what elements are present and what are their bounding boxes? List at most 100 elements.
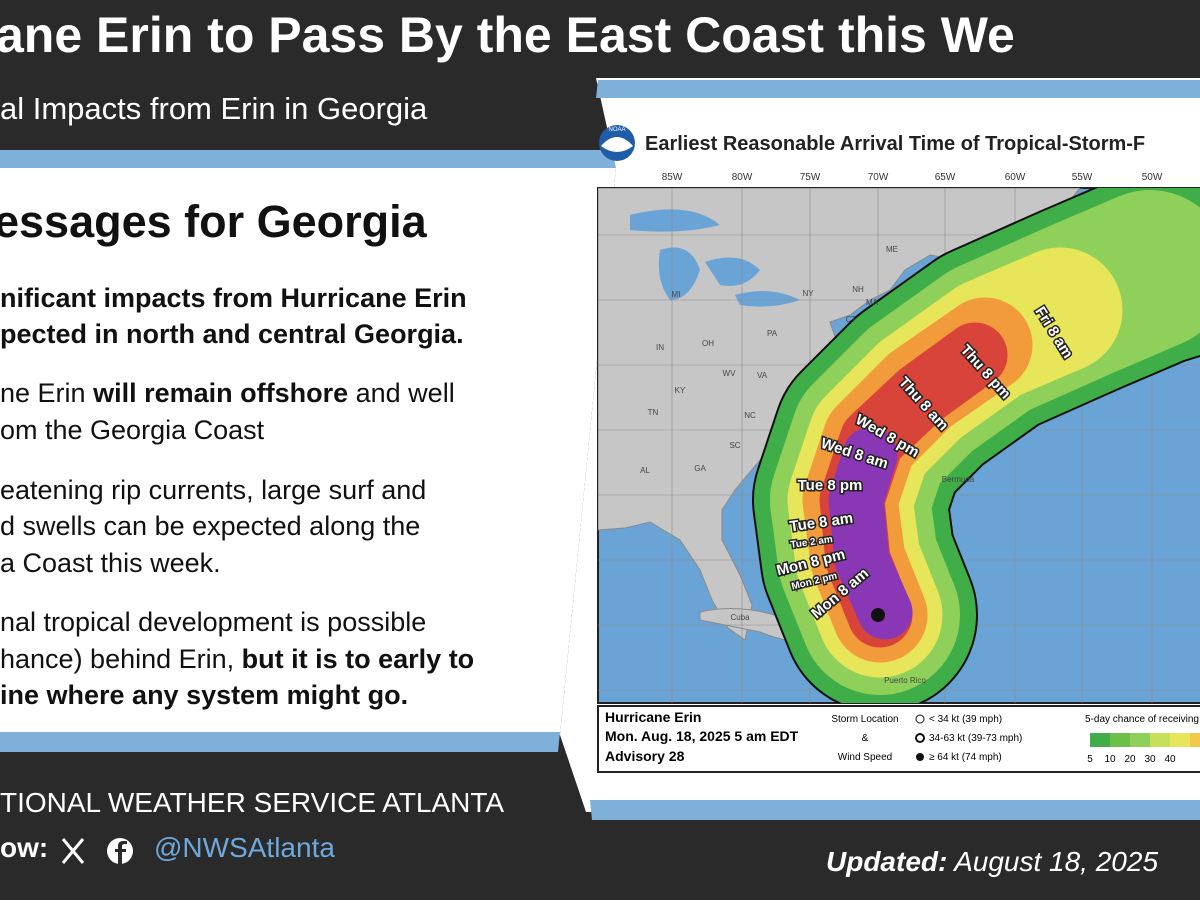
key-title: Storm Location — [831, 714, 898, 725]
message-line: pected in north and central Georgia. — [0, 319, 464, 350]
message-text: ne Erin — [0, 378, 94, 408]
message-text: will remain offshore — [93, 378, 349, 408]
chance-swatch — [1130, 733, 1150, 747]
office: TIONAL WEATHER SERVICE ATLANTA — [0, 787, 505, 818]
chance-label: 5 — [1087, 754, 1093, 765]
arrival-time: Tue 8 pm — [798, 477, 863, 494]
lake — [630, 209, 720, 232]
stripe — [0, 150, 640, 168]
facebook-f — [115, 841, 127, 864]
storm-symbol — [871, 608, 885, 622]
place-label: MA — [866, 298, 879, 307]
stripe — [0, 732, 560, 752]
key-symbol — [915, 714, 925, 724]
key-title: Wind Speed — [838, 752, 892, 763]
logo-bird — [601, 137, 633, 152]
place-label: SC — [729, 441, 740, 450]
longitude-label: 65W — [935, 172, 956, 183]
place-label: AL — [640, 466, 650, 475]
cone-band — [828, 427, 913, 640]
place-label: VA — [757, 371, 768, 380]
chance-swatch — [1190, 733, 1200, 747]
message-text: and well — [348, 378, 455, 408]
stripe — [590, 800, 1200, 820]
key-symbol — [916, 753, 924, 761]
updated: Updated: August 18, 2025 — [826, 846, 1158, 878]
key-symbol — [915, 733, 925, 743]
place-label: GA — [694, 464, 706, 473]
chance-label: 20 — [1124, 754, 1136, 765]
place-label: CT — [846, 315, 857, 324]
chance-label: 30 — [1144, 754, 1156, 765]
logo-text: NOAA — [608, 127, 625, 133]
longitude-label: 55W — [1072, 172, 1093, 183]
message-panel — [0, 168, 616, 735]
message-text: eatening rip currents, large surf and — [0, 475, 427, 505]
place-label: NC — [744, 411, 756, 420]
messages-heading: essages for Georgia — [0, 196, 427, 247]
chance-swatch — [1110, 733, 1130, 747]
message-line: d swells can be expected along the — [0, 511, 420, 542]
info-advisory: Advisory 28 — [605, 748, 685, 764]
lake — [705, 257, 760, 286]
message-text: a Coast this week. — [0, 548, 221, 578]
chance-title: 5-day chance of receiving su — [1085, 714, 1200, 725]
longitude-label: 80W — [732, 172, 753, 183]
message-text: pected in north and central Georgia. — [0, 319, 464, 349]
chance-swatch — [1090, 733, 1110, 747]
longitude-label: 70W — [868, 172, 889, 183]
subtitle: al Impacts from Erin in Georgia — [0, 91, 428, 126]
message-line: eatening rip currents, large surf and — [0, 475, 426, 506]
key-item: ≥ 64 kt (74 mph) — [929, 752, 1002, 763]
header-bar — [0, 0, 1200, 75]
info-storm: Hurricane Erin — [605, 709, 701, 725]
updated-label: Updated: — [826, 846, 948, 877]
handle[interactable]: @NWSAtlanta — [154, 832, 335, 863]
message-text: nificant impacts from Hurricane Erin — [0, 283, 467, 313]
title: ane Erin to Pass By the East Coast this … — [0, 7, 1015, 63]
place-label: MI — [672, 290, 681, 299]
longitude-label: 60W — [1005, 172, 1026, 183]
follow: ow: — [0, 832, 49, 863]
chance-label: 40 — [1164, 754, 1176, 765]
place-label: Puerto Rico — [884, 676, 926, 685]
message-text: d swells can be expected along the — [0, 511, 421, 541]
chance-label: 10 — [1104, 754, 1116, 765]
longitude-label: 85W — [662, 172, 683, 183]
place-label: IN — [656, 343, 664, 352]
map-title: Earliest Reasonable Arrival Time of Trop… — [645, 133, 1145, 155]
message-text: ine where any system might go. — [0, 680, 409, 710]
message-line: nal tropical development is possible — [0, 607, 426, 638]
key-item: < 34 kt (39 mph) — [929, 714, 1002, 725]
message-line: a Coast this week. — [0, 548, 221, 579]
lake — [658, 247, 700, 300]
place-label: NH — [852, 285, 864, 294]
place-label: ME — [886, 245, 898, 254]
key-item: 34-63 kt (39-73 mph) — [929, 733, 1022, 744]
place-label: TN — [648, 408, 659, 417]
x-icon[interactable] — [61, 838, 85, 864]
key-title: & — [862, 733, 869, 744]
message-line: nificant impacts from Hurricane Erin — [0, 283, 467, 314]
chance-swatch — [1170, 733, 1190, 747]
message-line: om the Georgia Coast — [0, 415, 264, 446]
stripe — [596, 80, 1200, 98]
message-line: ne Erin will remain offshore and well — [0, 378, 455, 409]
message-text: hance) behind Erin, — [0, 644, 242, 674]
place-label: WV — [723, 369, 737, 378]
place-label: PA — [767, 329, 778, 338]
social-icons[interactable] — [60, 836, 140, 866]
longitude-label: 50W — [1142, 172, 1163, 183]
message-line: hance) behind Erin, but it is to early t… — [0, 644, 474, 675]
place-label: Bermuda — [942, 475, 975, 484]
place-label: KY — [675, 386, 686, 395]
message-text: om the Georgia Coast — [0, 415, 265, 445]
chance-swatch — [1150, 733, 1170, 747]
updated-date: August 18, 2025 — [954, 846, 1159, 877]
message-text: but it is to early to — [241, 644, 475, 674]
info-key: Storm Location & Wind Speed < 34 kt (39 mph… — [831, 714, 1200, 765]
place-label: NY — [802, 289, 814, 298]
